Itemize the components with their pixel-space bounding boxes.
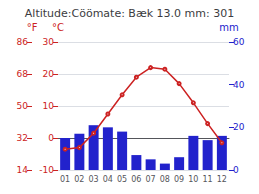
svg-text:0: 0 — [233, 165, 239, 175]
svg-text:14: 14 — [17, 165, 29, 175]
svg-text:40: 40 — [233, 80, 245, 90]
svg-text:05: 05 — [117, 175, 127, 184]
svg-text:04: 04 — [103, 175, 113, 184]
svg-text:20: 20 — [233, 122, 245, 132]
svg-text:06: 06 — [131, 175, 141, 184]
svg-text:mm: mm — [219, 22, 238, 33]
svg-text:11: 11 — [203, 175, 213, 184]
svg-text:12: 12 — [217, 175, 227, 184]
svg-text:32: 32 — [17, 133, 28, 143]
svg-text:Altitude:Cöömate: Bæk 13.0 mm:: Altitude:Cöömate: Bæk 13.0 mm: 301 — [25, 7, 234, 20]
svg-text:50: 50 — [17, 101, 29, 111]
svg-text:03: 03 — [89, 175, 99, 184]
svg-text:30: 30 — [43, 37, 55, 47]
svg-text:68: 68 — [17, 69, 29, 79]
svg-text:0: 0 — [48, 133, 54, 143]
svg-text:60: 60 — [233, 37, 245, 47]
svg-text:°C: °C — [52, 22, 64, 33]
svg-text:02: 02 — [74, 175, 84, 184]
svg-text:-10: -10 — [39, 165, 54, 175]
svg-text:09: 09 — [174, 175, 184, 184]
svg-text:10: 10 — [188, 175, 198, 184]
svg-text:01: 01 — [60, 175, 70, 184]
svg-text:°F: °F — [27, 22, 38, 33]
svg-text:08: 08 — [160, 175, 170, 184]
svg-text:07: 07 — [146, 175, 156, 184]
svg-text:86: 86 — [17, 37, 29, 47]
svg-text:20: 20 — [43, 69, 55, 79]
svg-text:10: 10 — [43, 101, 55, 111]
